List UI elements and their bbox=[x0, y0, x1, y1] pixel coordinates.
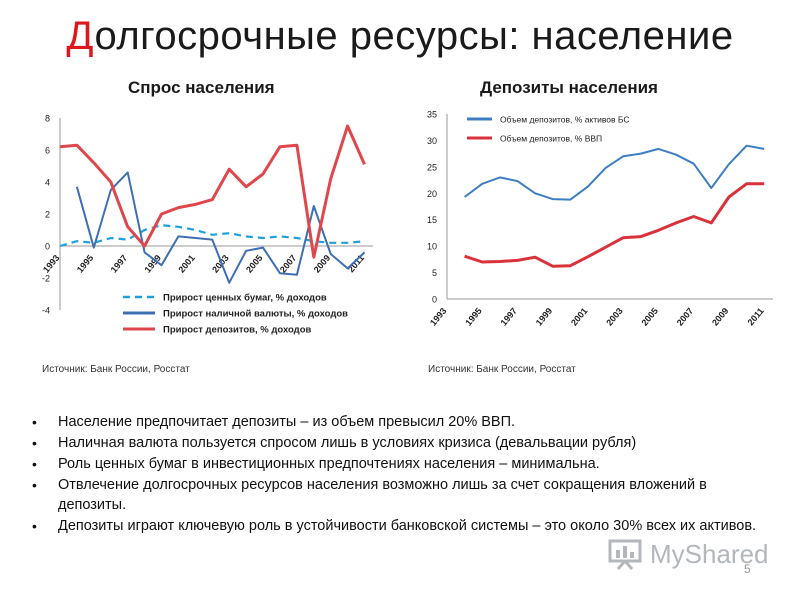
right-chart-title: Депозиты населения bbox=[480, 78, 658, 97]
y-tick-label: 8 bbox=[45, 114, 50, 124]
legend-label: Прирост депозитов, % доходов bbox=[163, 325, 312, 336]
x-tick-label: 2001 bbox=[176, 253, 197, 275]
legend-label: Прирост наличной валюты, % доходов bbox=[163, 309, 348, 320]
right-chart-source: Источник: Банк России, Росстат bbox=[428, 364, 576, 375]
bullet-item: Роль ценных бумаг в инвестиционных предп… bbox=[30, 454, 760, 474]
left-chart-source: Источник: Банк России, Росстат bbox=[42, 364, 190, 375]
slide-title: Долгосрочные ресурсы: население bbox=[0, 14, 800, 59]
legend-label: Прирост ценных бумаг, % доходов bbox=[163, 293, 327, 304]
presentation-board-icon bbox=[608, 539, 642, 570]
x-tick-label: 1995 bbox=[75, 253, 96, 275]
y-tick-label: 0 bbox=[45, 242, 50, 252]
series-line bbox=[59, 124, 366, 259]
y-tick-label: 10 bbox=[427, 242, 437, 252]
x-tick-label: 2007 bbox=[278, 253, 299, 275]
x-tick-label: 2003 bbox=[604, 306, 625, 328]
y-tick-label: 2 bbox=[45, 210, 50, 220]
x-tick-label: 2001 bbox=[569, 306, 590, 328]
y-tick-label: -4 bbox=[42, 306, 50, 316]
y-tick-label: 6 bbox=[45, 146, 50, 156]
x-tick-label: 2007 bbox=[675, 306, 696, 328]
bullet-item: Население предпочитает депозиты – из объ… bbox=[30, 412, 760, 432]
x-tick-label: 2009 bbox=[710, 306, 731, 328]
watermark-logo: MyShared bbox=[608, 538, 769, 570]
y-tick-label: 20 bbox=[427, 189, 437, 199]
left-chart-title: Спрос населения bbox=[128, 78, 275, 97]
y-tick-label: 30 bbox=[427, 136, 437, 146]
slide-title-first-letter: Д bbox=[66, 14, 95, 58]
y-tick-label: 15 bbox=[427, 215, 437, 225]
watermark-text: MyShared bbox=[650, 538, 769, 569]
y-tick-label: 25 bbox=[427, 162, 437, 172]
population-deposits-chart: 0 5 10 15 20 25 30 35 1993 1995 1997 1999 2001 2003 20… bbox=[427, 110, 773, 328]
legend-label: Объем депозитов, % активов БС bbox=[500, 115, 630, 125]
series-line bbox=[464, 182, 765, 268]
x-tick-label: 2005 bbox=[244, 253, 265, 275]
x-tick-label: 1993 bbox=[428, 306, 449, 328]
x-tick-label: 1997 bbox=[109, 253, 130, 275]
x-tick-label: 1995 bbox=[463, 306, 484, 328]
series-line bbox=[464, 144, 765, 201]
y-tick-label: 0 bbox=[432, 295, 437, 305]
y-tick-label: 35 bbox=[427, 110, 437, 120]
bullet-item: Отвлечение долгосрочных ресурсов населен… bbox=[30, 475, 760, 515]
bullet-item: Наличная валюта пользуется спросом лишь … bbox=[30, 433, 760, 453]
x-tick-label: 1999 bbox=[534, 306, 555, 328]
x-tick-label: 2011 bbox=[346, 253, 366, 274]
bullet-list: Население предпочитает депозиты – из объ… bbox=[30, 412, 760, 537]
x-tick-label: 1993 bbox=[41, 253, 62, 275]
x-tick-label: 2003 bbox=[210, 253, 231, 275]
y-tick-label: 5 bbox=[432, 268, 437, 278]
page-number: 5 bbox=[744, 562, 751, 576]
x-tick-label: 2005 bbox=[639, 306, 660, 328]
x-tick-label: 1997 bbox=[498, 306, 519, 328]
y-tick-label: 4 bbox=[45, 178, 50, 188]
slide-title-rest: олгосрочные ресурсы: население bbox=[94, 14, 734, 58]
series-line bbox=[75, 171, 366, 284]
series-line bbox=[59, 224, 365, 248]
bullet-item: Депозиты играют ключевую роль в устойчив… bbox=[30, 516, 760, 536]
legend-label: Объем депозитов, % ВВП bbox=[500, 134, 602, 144]
y-tick-label: -2 bbox=[42, 274, 50, 284]
x-tick-label: 2011 bbox=[746, 306, 766, 327]
